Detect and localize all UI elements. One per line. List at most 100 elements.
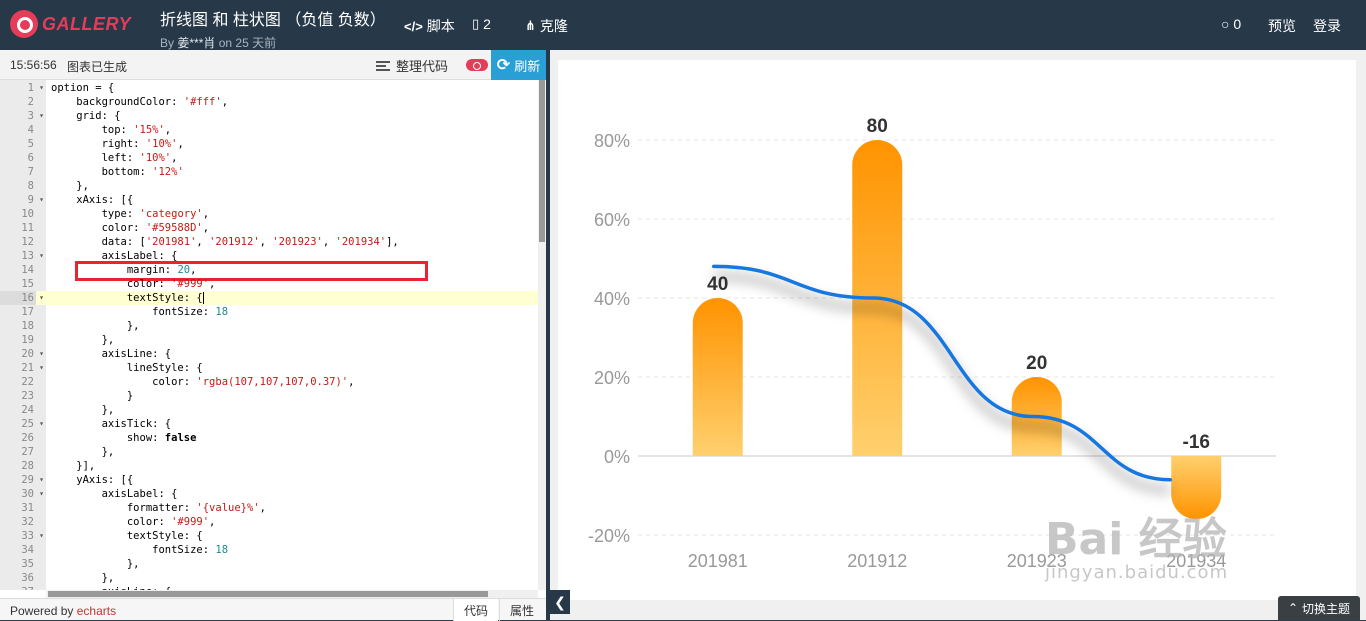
code-line[interactable]: 12 data: ['201981', '201912', '201923', … xyxy=(0,235,538,249)
code-text: }, xyxy=(51,446,115,458)
fold-arrow-icon[interactable]: ▾ xyxy=(37,585,46,590)
code-line[interactable]: 2 backgroundColor: '#fff', xyxy=(0,95,538,109)
code-line[interactable]: 22 color: 'rgba(107,107,107,0.37)', xyxy=(0,375,538,389)
preview-link[interactable]: 预览 xyxy=(1268,18,1296,34)
code-line[interactable]: 34 fontSize: 18 xyxy=(0,543,538,557)
echarts-link[interactable]: echarts xyxy=(76,604,117,618)
fold-arrow-icon[interactable]: ▾ xyxy=(39,363,44,372)
code-line[interactable]: 35 }, xyxy=(0,557,538,571)
horizontal-scroll-thumb[interactable] xyxy=(48,591,488,597)
code-line[interactable]: 30 ▾ axisLabel: { xyxy=(0,487,538,501)
vertical-scrollbar[interactable] xyxy=(538,80,546,590)
code-line[interactable]: 33 ▾ textStyle: { xyxy=(0,529,538,543)
gallery-logo[interactable]: GALLERY xyxy=(10,10,131,38)
code-line[interactable]: 37▾ axisLine: { xyxy=(0,585,538,590)
auto-run-toggle[interactable] xyxy=(466,59,488,71)
code-line[interactable]: 7 bottom: '12%' xyxy=(0,165,538,179)
fork-icon: ▯ xyxy=(472,16,480,31)
author-name[interactable]: 姜***肖 xyxy=(177,36,216,50)
line-number: 13 xyxy=(21,250,34,262)
code-line[interactable]: 27 }, xyxy=(0,445,538,459)
code-line[interactable]: 25 ▾ axisTick: { xyxy=(0,417,538,431)
code-line[interactable]: 11 color: '#59588D', xyxy=(0,221,538,235)
line-number: 12 xyxy=(21,236,34,248)
code-line[interactable]: 28 }], xyxy=(0,459,538,473)
code-line[interactable]: 32 color: '#999', xyxy=(0,515,538,529)
code-line[interactable]: 23 } xyxy=(0,389,538,403)
code-line[interactable]: 3 ▾ grid: { xyxy=(0,109,538,123)
format-code-button[interactable]: 整理代码 xyxy=(376,56,448,75)
line-number: 27 xyxy=(21,446,34,458)
code-line[interactable]: 36 }, xyxy=(0,571,538,585)
fold-arrow-icon[interactable]: ▾ xyxy=(39,531,44,540)
status-text: 图表已生成 xyxy=(67,60,128,74)
code-line[interactable]: 31 formatter: '{value}%', xyxy=(0,501,538,515)
line-number: 4 xyxy=(27,124,34,136)
code-line[interactable]: 6 left: '10%', xyxy=(0,151,538,165)
chart-svg: -20%0%20%40%60%80%4020198180201912202019… xyxy=(588,116,1276,571)
code-line[interactable]: 13 ▾ axisLabel: { xyxy=(0,249,538,263)
fork-button[interactable]: ▯ 2 xyxy=(472,16,491,32)
code-line[interactable]: 17 fontSize: 18 xyxy=(0,305,538,319)
panel-divider[interactable] xyxy=(546,50,550,620)
code-line[interactable]: 9 ▾ xAxis: [{ xyxy=(0,193,538,207)
code-text: color: '#999', xyxy=(51,278,216,290)
tab-properties[interactable]: 属性 xyxy=(499,599,544,621)
code-line[interactable]: 21 ▾ lineStyle: { xyxy=(0,361,538,375)
tab-code[interactable]: 代码 xyxy=(453,599,498,621)
chart-container: -20% 0% 20% 40% 60% 80% 40 201981 80 201912 20 2019… xyxy=(558,60,1356,600)
script-button[interactable]: </> 脚本 xyxy=(404,16,455,36)
comment-icon: ○ xyxy=(1221,16,1230,32)
code-line[interactable]: 18 }, xyxy=(0,319,538,333)
fold-arrow-icon[interactable]: ▾ xyxy=(39,195,44,204)
fold-arrow-icon[interactable]: ▾ xyxy=(39,475,44,484)
horizontal-scrollbar[interactable] xyxy=(46,590,538,598)
login-link[interactable]: 登录 xyxy=(1313,18,1341,34)
fold-arrow-icon[interactable]: ▾ xyxy=(39,419,44,428)
bar-data-label: 20 xyxy=(1026,353,1047,374)
bar-data-label: 80 xyxy=(867,116,888,137)
line-number: 35 xyxy=(21,558,34,570)
code-text: bottom: '12%' xyxy=(51,166,184,178)
editor-footer: Powered by echarts 代码 属性 xyxy=(0,598,546,621)
fold-arrow-icon[interactable]: ▾ xyxy=(39,489,44,498)
code-line[interactable]: 24 }, xyxy=(0,403,538,417)
powered-by: Powered by echarts xyxy=(10,604,116,618)
page-subtitle: By 姜***肖 on 25 天前 xyxy=(160,34,386,51)
code-line[interactable]: 1 ▾ option = { xyxy=(0,81,538,95)
code-editor[interactable]: 1 ▾ option = {2 backgroundColor: '#fff', 3 ▾… xyxy=(0,80,546,590)
line-number: 23 xyxy=(21,390,34,402)
code-text: data: ['201981', '201912', '201923', '20… xyxy=(51,236,399,248)
watermark-logo: Bai 经验 xyxy=(1045,514,1227,565)
code-text: xAxis: [{ xyxy=(51,194,134,206)
code-text: formatter: '{value}%', xyxy=(51,502,266,514)
code-line[interactable]: 4 top: '15%', xyxy=(0,123,538,137)
code-line[interactable]: 14 margin: 20, xyxy=(0,263,538,277)
code-line[interactable]: 29 ▾ yAxis: [{ xyxy=(0,473,538,487)
y-tick-label: 20% xyxy=(594,368,630,388)
code-line[interactable]: 19 }, xyxy=(0,333,538,347)
fold-arrow-icon[interactable]: ▾ xyxy=(39,349,44,358)
code-line[interactable]: 8 }, xyxy=(0,179,538,193)
x-tick-label: 201923 xyxy=(1007,551,1067,571)
clone-button[interactable]: ⋔ 克隆 xyxy=(525,16,568,36)
vertical-scroll-thumb[interactable] xyxy=(539,80,545,242)
x-tick-label: 201934 xyxy=(1166,551,1226,571)
fold-arrow-icon[interactable]: ▾ xyxy=(39,83,44,92)
line-number: 11 xyxy=(21,222,34,234)
code-line[interactable]: 5 right: '10%', xyxy=(0,137,538,151)
x-tick-label: 201912 xyxy=(847,551,907,571)
code-line[interactable]: 26 show: false xyxy=(0,431,538,445)
code-line[interactable]: 20 ▾ axisLine: { xyxy=(0,347,538,361)
status-time: 15:56:56 xyxy=(10,58,57,72)
fold-arrow-icon[interactable]: ▾ xyxy=(39,111,44,120)
collapse-panel-button[interactable]: ❮ xyxy=(550,590,570,614)
comment-button[interactable]: ○ 0 xyxy=(1221,16,1241,32)
fold-arrow-icon[interactable]: ▾ xyxy=(39,251,44,260)
code-line[interactable]: 15 color: '#999', xyxy=(0,277,538,291)
refresh-button[interactable]: ⟳ 刷新 xyxy=(491,50,546,80)
fold-arrow-icon[interactable]: ▾ xyxy=(39,293,44,302)
switch-theme-button[interactable]: ⌃ 切换主题 xyxy=(1278,596,1360,620)
code-line[interactable]: 16 ▾ textStyle: { xyxy=(0,291,538,305)
code-line[interactable]: 10 type: 'category', xyxy=(0,207,538,221)
